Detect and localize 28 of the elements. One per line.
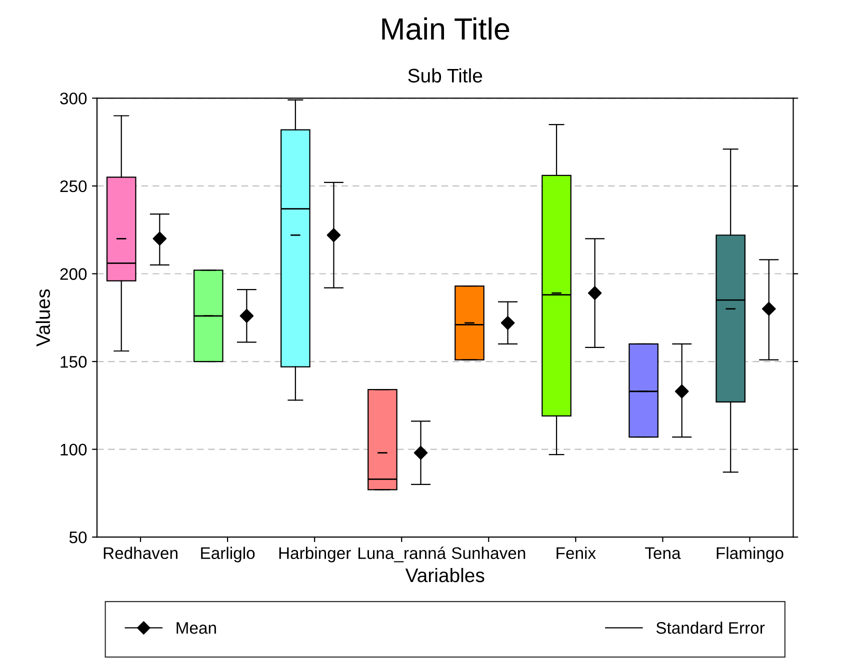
point xyxy=(762,302,776,316)
point xyxy=(152,232,167,246)
x-tick-label: Flamingo xyxy=(716,546,784,562)
y-tick-label: 100 xyxy=(60,444,87,456)
x-tick-label: Fenix xyxy=(556,546,596,560)
point xyxy=(674,384,689,398)
legend-label: Mean xyxy=(176,622,216,634)
chart-title: Main Title xyxy=(382,17,510,40)
x-tick-label: Harbinger xyxy=(279,546,351,562)
point xyxy=(500,316,515,330)
y-axis-title: Values xyxy=(36,289,50,347)
y-tick-label: 50 xyxy=(69,531,87,544)
x-axis-title: Variables xyxy=(405,568,484,582)
y-tick-label: 250 xyxy=(60,180,87,192)
legend-label: Standard Error xyxy=(656,622,765,634)
point xyxy=(414,446,428,460)
y-tick-label: 300 xyxy=(60,92,87,104)
point xyxy=(326,228,341,242)
x-tick-label: Tena xyxy=(645,547,681,560)
chart-subtitle: Sub Title xyxy=(408,68,482,83)
x-tick-label: Luna_ranná xyxy=(358,546,446,562)
x-tick-label: Sunhaven xyxy=(452,546,526,560)
y-tick-label: 200 xyxy=(60,268,87,280)
y-tick-label: 150 xyxy=(60,356,87,368)
point xyxy=(588,286,602,300)
point xyxy=(240,308,254,323)
x-tick-label: Redhaven xyxy=(104,546,178,560)
x-tick-label: Earliglo xyxy=(201,546,255,562)
